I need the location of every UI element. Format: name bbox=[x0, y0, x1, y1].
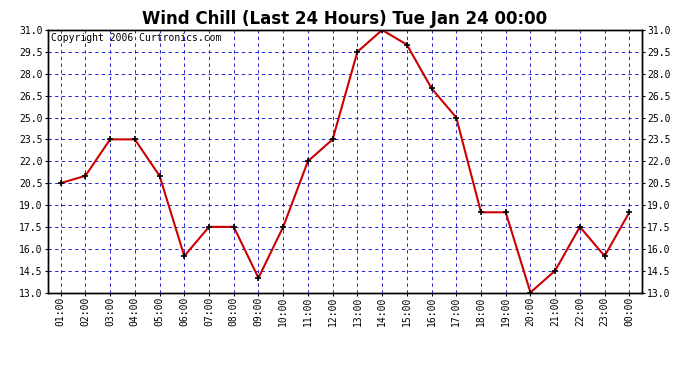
Title: Wind Chill (Last 24 Hours) Tue Jan 24 00:00: Wind Chill (Last 24 Hours) Tue Jan 24 00… bbox=[142, 10, 548, 28]
Text: Copyright 2006 Curtronics.com: Copyright 2006 Curtronics.com bbox=[51, 33, 221, 43]
